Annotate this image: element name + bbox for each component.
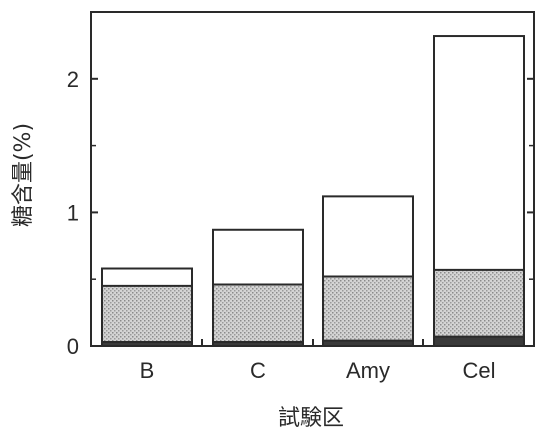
x-tick-label: Amy <box>346 358 390 383</box>
y-tick-label: 1 <box>67 200 79 225</box>
x-axis-title: 試験区 <box>278 406 344 431</box>
bars <box>101 35 525 348</box>
bar-outline <box>433 35 525 347</box>
bar-segment <box>213 284 303 342</box>
bar-segment <box>213 229 303 285</box>
y-tick-label: 2 <box>67 67 79 92</box>
bar-segment <box>434 269 524 337</box>
x-tick-label: C <box>250 358 266 383</box>
bar-segment <box>102 285 192 342</box>
x-tick-label: Cel <box>462 358 495 383</box>
y-tick-label: 0 <box>67 334 79 359</box>
x-tick-label: B <box>140 358 155 383</box>
bar-segment <box>323 196 413 277</box>
bar-segment <box>434 36 524 270</box>
bar-segment <box>102 341 192 346</box>
bar-outline <box>212 228 304 348</box>
bar-segment <box>102 268 192 286</box>
y-axis-ticks: 0 1 2 <box>67 67 534 359</box>
bar-segment <box>323 276 413 341</box>
y-axis-title: 糖含量(%) <box>11 123 36 227</box>
bar-segment <box>434 336 524 346</box>
x-axis-ticks: B C Amy Cel <box>140 339 496 383</box>
bar-outline <box>322 195 414 347</box>
bar-segment <box>323 340 413 346</box>
bar-segment <box>213 341 303 346</box>
bar-outline <box>101 267 193 347</box>
